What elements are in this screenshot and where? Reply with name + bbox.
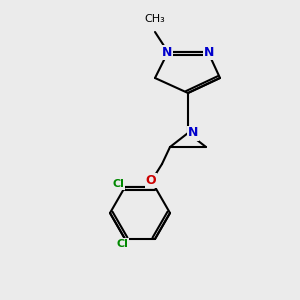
Text: N: N — [188, 127, 198, 140]
Text: N: N — [204, 46, 214, 59]
Text: CH₃: CH₃ — [145, 14, 165, 24]
Text: N: N — [162, 46, 172, 59]
Text: Cl: Cl — [116, 239, 128, 249]
Text: Cl: Cl — [112, 179, 124, 189]
Text: O: O — [146, 173, 156, 187]
